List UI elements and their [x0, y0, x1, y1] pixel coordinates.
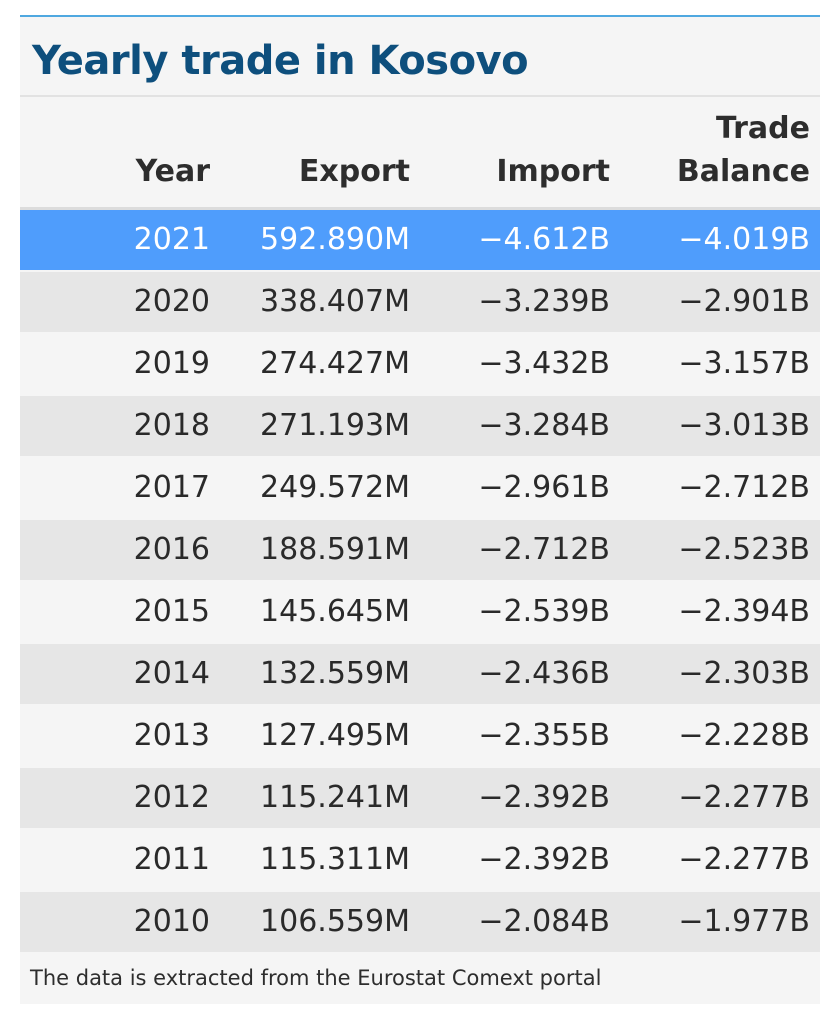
cell-import: −2.084B	[420, 890, 620, 954]
cell-trade-balance: −2.228B	[620, 704, 820, 768]
cell-export: 271.193M	[220, 394, 420, 458]
table-row[interactable]: 2015 145.645M −2.539B −2.394B	[20, 580, 820, 644]
cell-year: 2010	[20, 890, 220, 954]
cell-export: 115.311M	[220, 828, 420, 892]
table-row[interactable]: 2021 592.890M −4.612B −4.019B	[20, 208, 820, 272]
cell-year: 2015	[20, 580, 220, 644]
table-row[interactable]: 2012 115.241M −2.392B −2.277B	[20, 766, 820, 830]
column-header-year[interactable]: Year	[20, 97, 220, 210]
table-row[interactable]: 2014 132.559M −2.436B −2.303B	[20, 642, 820, 706]
cell-trade-balance: −3.013B	[620, 394, 820, 458]
title-divider	[20, 95, 820, 97]
cell-export: 249.572M	[220, 456, 420, 520]
cell-export: 145.645M	[220, 580, 420, 644]
cell-year: 2016	[20, 518, 220, 582]
cell-export: 274.427M	[220, 332, 420, 396]
cell-year: 2019	[20, 332, 220, 396]
table-header: Year Export Import Trade Balance	[20, 97, 820, 210]
cell-trade-balance: −2.277B	[620, 828, 820, 892]
cell-trade-balance: −2.712B	[620, 456, 820, 520]
column-header-export[interactable]: Export	[220, 97, 420, 210]
cell-export: 106.559M	[220, 890, 420, 954]
cell-import: −2.392B	[420, 828, 620, 892]
cell-year: 2012	[20, 766, 220, 830]
column-header-trade-balance-label-line2: Balance	[676, 153, 810, 189]
cell-export: 188.591M	[220, 518, 420, 582]
cell-import: −3.284B	[420, 394, 620, 458]
cell-export: 592.890M	[220, 208, 420, 272]
header-row: Year Export Import Trade Balance	[20, 97, 820, 210]
trade-table-card: Yearly trade in Kosovo Year Export Impor…	[20, 15, 820, 1004]
table-row[interactable]: 2019 274.427M −3.432B −3.157B	[20, 332, 820, 396]
cell-year: 2014	[20, 642, 220, 706]
cell-trade-balance: −4.019B	[620, 208, 820, 272]
table-row[interactable]: 2010 106.559M −2.084B −1.977B	[20, 890, 820, 954]
cell-trade-balance: −2.303B	[620, 642, 820, 706]
table-row[interactable]: 2016 188.591M −2.712B −2.523B	[20, 518, 820, 582]
cell-import: −3.432B	[420, 332, 620, 396]
cell-trade-balance: −2.523B	[620, 518, 820, 582]
cell-trade-balance: −2.901B	[620, 270, 820, 334]
cell-year: 2021	[20, 208, 220, 272]
cell-export: 338.407M	[220, 270, 420, 334]
cell-import: −2.392B	[420, 766, 620, 830]
trade-table: Year Export Import Trade Balance 2021 592…	[20, 97, 820, 954]
cell-import: −2.539B	[420, 580, 620, 644]
cell-year: 2011	[20, 828, 220, 892]
column-header-trade-balance-label-line1: Trade	[715, 110, 810, 146]
cell-import: −4.612B	[420, 208, 620, 272]
cell-year: 2018	[20, 394, 220, 458]
column-header-export-label: Export	[298, 153, 410, 189]
source-footnote: The data is extracted from the Eurostat …	[30, 966, 602, 990]
cell-import: −2.355B	[420, 704, 620, 768]
cell-import: −2.436B	[420, 642, 620, 706]
cell-export: 115.241M	[220, 766, 420, 830]
column-header-import-label: Import	[496, 153, 610, 189]
table-row[interactable]: 2011 115.311M −2.392B −2.277B	[20, 828, 820, 892]
cell-trade-balance: −2.394B	[620, 580, 820, 644]
cell-import: −2.712B	[420, 518, 620, 582]
cell-year: 2020	[20, 270, 220, 334]
table-body: 2021 592.890M −4.612B −4.019B 2020 338.407M −3…	[20, 208, 820, 954]
table-row[interactable]: 2017 249.572M −2.961B −2.712B	[20, 456, 820, 520]
cell-year: 2013	[20, 704, 220, 768]
cell-export: 132.559M	[220, 642, 420, 706]
table-row[interactable]: 2013 127.495M −2.355B −2.228B	[20, 704, 820, 768]
cell-year: 2017	[20, 456, 220, 520]
column-header-trade-balance[interactable]: Trade Balance	[620, 97, 820, 210]
cell-import: −2.961B	[420, 456, 620, 520]
table-row[interactable]: 2018 271.193M −3.284B −3.013B	[20, 394, 820, 458]
cell-export: 127.495M	[220, 704, 420, 768]
column-header-import[interactable]: Import	[420, 97, 620, 210]
cell-trade-balance: −3.157B	[620, 332, 820, 396]
cell-import: −3.239B	[420, 270, 620, 334]
table-row[interactable]: 2020 338.407M −3.239B −2.901B	[20, 270, 820, 334]
cell-trade-balance: −2.277B	[620, 766, 820, 830]
cell-trade-balance: −1.977B	[620, 890, 820, 954]
page-title: Yearly trade in Kosovo	[32, 38, 529, 84]
column-header-year-label: Year	[135, 153, 210, 189]
